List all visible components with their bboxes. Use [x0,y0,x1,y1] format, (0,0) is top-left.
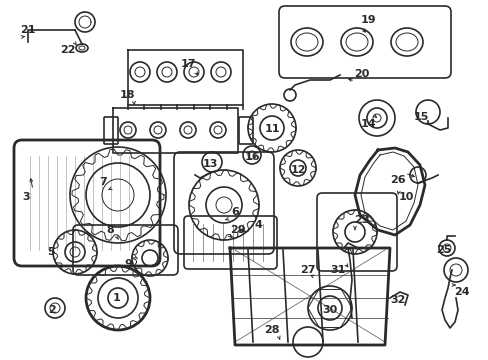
Text: 16: 16 [244,152,260,162]
Text: 11: 11 [264,124,279,134]
Text: 21: 21 [20,25,36,35]
Text: 32: 32 [389,295,405,305]
Text: 6: 6 [231,207,239,217]
Text: 18: 18 [119,90,135,100]
Text: 4: 4 [254,220,262,230]
Text: 30: 30 [322,305,337,315]
Text: 15: 15 [412,112,428,122]
Text: 2: 2 [48,305,56,315]
Text: 7: 7 [99,177,107,187]
Text: 3: 3 [22,192,30,202]
Text: 28: 28 [264,325,279,335]
Text: 29: 29 [230,225,245,235]
Text: 9: 9 [124,259,132,269]
Text: 22: 22 [60,45,76,55]
Text: 13: 13 [202,159,217,169]
Text: 1: 1 [113,293,121,303]
Text: 12: 12 [290,165,305,175]
Text: 14: 14 [361,119,376,129]
Text: 10: 10 [398,192,413,202]
Text: 26: 26 [389,175,405,185]
Text: 19: 19 [360,15,375,25]
Text: 27: 27 [300,265,315,275]
Text: 20: 20 [354,69,369,79]
Text: 17: 17 [180,59,195,69]
Text: 23: 23 [354,215,369,225]
Text: 8: 8 [106,225,114,235]
Text: 31: 31 [329,265,345,275]
Text: 24: 24 [453,287,469,297]
Text: 25: 25 [435,245,451,255]
Text: 5: 5 [47,247,55,257]
